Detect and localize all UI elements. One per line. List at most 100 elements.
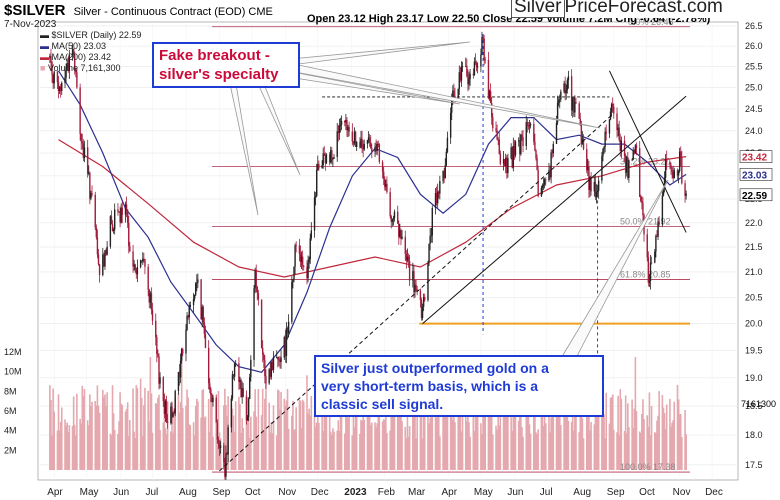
volume-bar xyxy=(374,422,376,470)
candle-body xyxy=(406,256,409,261)
volume-bar xyxy=(154,403,157,470)
volume-bar xyxy=(257,389,260,470)
candle-body xyxy=(119,211,121,223)
candle-body xyxy=(444,165,446,179)
candle-body xyxy=(170,406,172,424)
candle-body xyxy=(602,149,604,157)
volume-bar xyxy=(679,413,682,470)
candle-body xyxy=(79,87,81,134)
y-tick-label: 19.5 xyxy=(745,345,763,355)
candle-body xyxy=(578,103,580,119)
candle-body xyxy=(684,183,686,196)
candle-body xyxy=(642,202,644,216)
candle-body xyxy=(534,141,536,151)
candle-body xyxy=(233,363,236,377)
candle-body xyxy=(405,253,408,261)
volume-bar xyxy=(189,425,192,470)
x-tick-label: Nov xyxy=(278,487,296,498)
candle-body xyxy=(619,139,621,151)
candle-body xyxy=(467,76,469,85)
volume-bar xyxy=(270,422,273,470)
candle-body xyxy=(580,125,583,144)
candle-body xyxy=(557,100,560,103)
volume-bar xyxy=(542,425,545,470)
volume-bar xyxy=(166,401,169,470)
candle-body xyxy=(587,166,589,171)
ma50-tag-text: 23.03 xyxy=(742,170,767,181)
volume-bar xyxy=(301,399,304,470)
volume-bar xyxy=(517,420,520,470)
candle-body xyxy=(284,336,287,357)
volume-bar xyxy=(548,391,550,470)
volume-tick-label: 2M xyxy=(4,445,17,455)
volume-bar xyxy=(302,401,305,470)
candle-body xyxy=(299,253,302,262)
volume-bar xyxy=(188,424,191,470)
volume-bar xyxy=(480,423,482,470)
volume-bar xyxy=(612,429,615,470)
volume-bar xyxy=(310,396,313,470)
candle-body xyxy=(648,281,651,283)
volume-bar xyxy=(654,432,656,470)
volume-bar xyxy=(609,397,612,470)
volume-bar xyxy=(488,410,491,470)
volume-bar xyxy=(620,398,623,470)
candle-body xyxy=(616,113,618,130)
volume-bar xyxy=(669,398,671,470)
annotation-arrows xyxy=(229,41,669,361)
volume-bar xyxy=(450,392,453,470)
volume-bar xyxy=(616,432,618,470)
candle-body xyxy=(613,106,615,114)
candle-body xyxy=(174,390,176,414)
volume-bar xyxy=(268,402,270,470)
candle-body xyxy=(404,236,406,254)
volume-bar xyxy=(250,416,252,470)
annotation-fake-breakout-line1: Fake breakout - xyxy=(159,47,270,64)
volume-bar xyxy=(72,396,75,470)
candle-body xyxy=(179,360,182,378)
volume-bar xyxy=(482,401,484,470)
volume-bar xyxy=(676,384,679,470)
candle-body xyxy=(386,183,388,193)
candle-body xyxy=(201,306,203,320)
candle-body xyxy=(620,140,623,151)
volume-bar xyxy=(658,391,660,470)
candle-body xyxy=(223,445,225,463)
x-tick-label: Dec xyxy=(311,487,329,498)
volume-bar xyxy=(283,398,286,470)
candle-body xyxy=(81,141,83,144)
candle-body xyxy=(505,157,507,166)
candle-body xyxy=(422,296,425,307)
candle-body xyxy=(572,97,574,111)
candle-body xyxy=(594,181,597,198)
candle-body xyxy=(608,119,611,134)
volume-bar xyxy=(473,430,476,470)
volume-bar xyxy=(619,389,622,470)
candle-body xyxy=(368,137,371,143)
candle-body xyxy=(287,321,290,334)
candle-body xyxy=(429,236,431,244)
volume-bar xyxy=(422,386,425,470)
volume-bar xyxy=(134,437,137,470)
volume-bar xyxy=(596,398,599,470)
volume-bar xyxy=(671,422,673,470)
volume-bar xyxy=(173,413,175,470)
candle-body xyxy=(209,383,211,390)
candle-body xyxy=(632,150,634,160)
candle-body xyxy=(68,55,71,72)
candle-body xyxy=(586,149,588,171)
y-tick-label: 19.0 xyxy=(745,373,763,383)
candle-body xyxy=(250,359,252,378)
volume-bar xyxy=(454,422,456,470)
volume-bar xyxy=(67,432,70,470)
candle-body xyxy=(104,250,106,267)
x-tick-label: Mar xyxy=(408,487,426,498)
candle-body xyxy=(549,170,551,178)
volume-bar xyxy=(193,435,196,470)
candle-body xyxy=(265,376,267,384)
candle-body xyxy=(354,131,357,147)
volume-bar xyxy=(279,409,281,470)
candle-body xyxy=(260,299,263,348)
candle-body xyxy=(232,374,235,377)
